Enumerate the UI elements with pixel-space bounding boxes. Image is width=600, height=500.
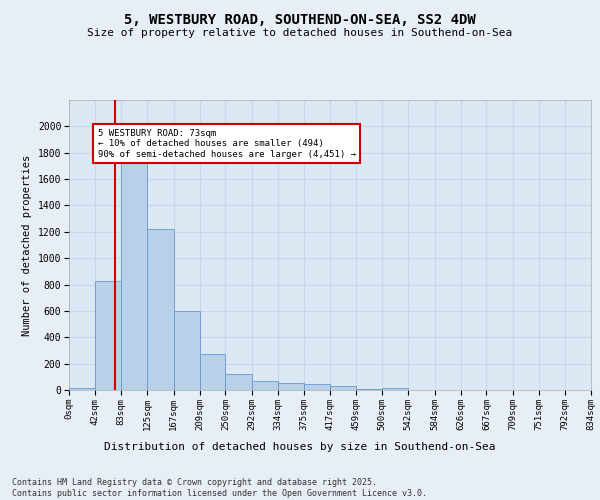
Bar — [200, 354, 226, 390]
Text: Size of property relative to detached houses in Southend-on-Sea: Size of property relative to detached ho… — [88, 28, 512, 38]
Y-axis label: Number of detached properties: Number of detached properties — [22, 154, 32, 336]
Text: Contains HM Land Registry data © Crown copyright and database right 2025.
Contai: Contains HM Land Registry data © Crown c… — [12, 478, 427, 498]
Text: Distribution of detached houses by size in Southend-on-Sea: Distribution of detached houses by size … — [104, 442, 496, 452]
Bar — [330, 386, 356, 390]
Bar — [252, 382, 278, 390]
Text: 5, WESTBURY ROAD, SOUTHEND-ON-SEA, SS2 4DW: 5, WESTBURY ROAD, SOUTHEND-ON-SEA, SS2 4… — [124, 12, 476, 26]
Bar — [173, 311, 200, 390]
Bar — [147, 229, 173, 390]
Bar — [226, 374, 252, 390]
Bar — [304, 384, 330, 390]
Bar — [121, 144, 147, 390]
Bar — [95, 280, 121, 390]
Bar — [382, 388, 408, 390]
Bar — [69, 388, 95, 390]
Bar — [278, 383, 304, 390]
Text: 5 WESTBURY ROAD: 73sqm
← 10% of detached houses are smaller (494)
90% of semi-de: 5 WESTBURY ROAD: 73sqm ← 10% of detached… — [98, 129, 356, 159]
